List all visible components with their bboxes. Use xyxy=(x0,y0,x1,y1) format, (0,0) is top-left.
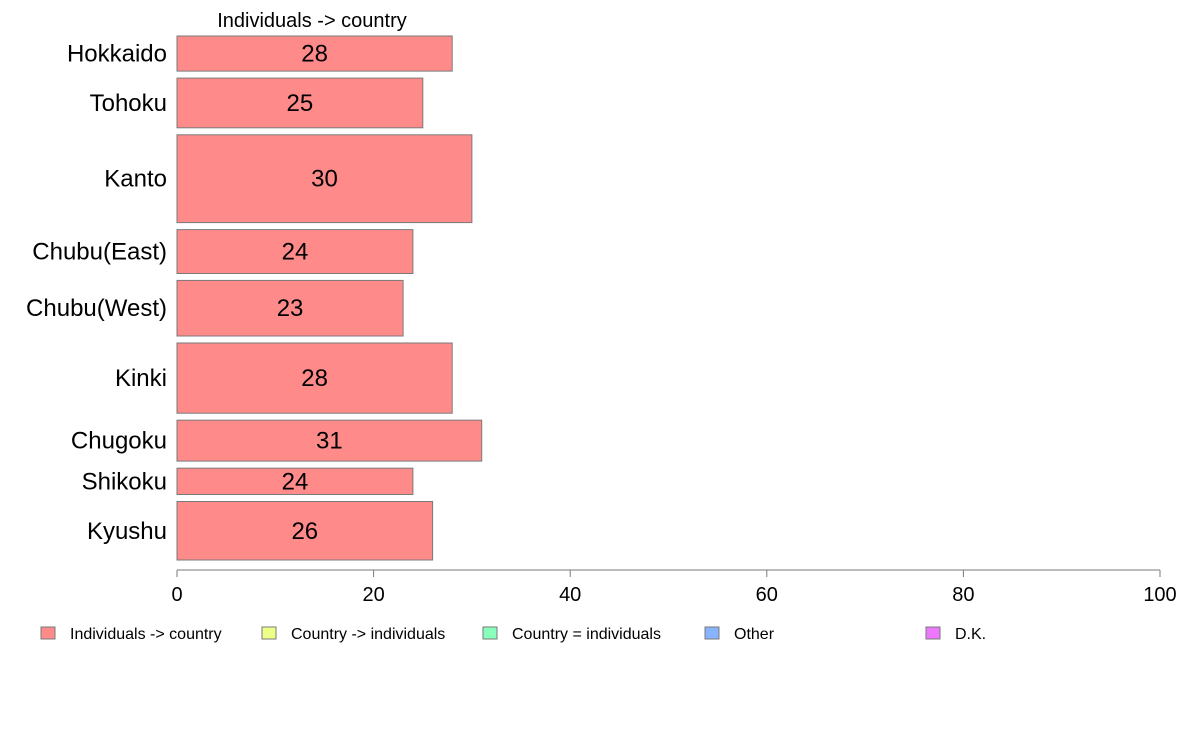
bar-value-label: 24 xyxy=(282,468,309,495)
bar-value-label: 26 xyxy=(291,518,318,545)
bar-value-label: 28 xyxy=(301,41,328,68)
bar-value-label: 31 xyxy=(316,428,343,455)
category-label: Kyushu xyxy=(87,518,167,545)
legend-label: Other xyxy=(734,626,775,643)
legend-label: D.K. xyxy=(955,626,986,643)
bar-shikoku xyxy=(176,467,414,496)
series-header: Individuals -> country xyxy=(217,10,407,32)
x-tick-label: 20 xyxy=(362,584,384,606)
bar-hokkaido xyxy=(176,35,453,72)
x-tick-label: 40 xyxy=(559,584,581,606)
legend-label: Country -> individuals xyxy=(291,626,445,643)
legend-swatch xyxy=(704,626,720,640)
bar-value-label: 28 xyxy=(301,365,328,392)
bar-chugoku xyxy=(176,419,483,462)
bar-kinki xyxy=(176,342,453,414)
category-label: Chugoku xyxy=(71,428,167,455)
bars-group: 28 Hokkaido 25 Tohoku 30 Kanto 24 Chubu(East) 23… xyxy=(26,35,483,561)
legend-label: Country = individuals xyxy=(512,626,661,643)
bar-value-label: 30 xyxy=(311,166,338,193)
category-label: Tohoku xyxy=(90,90,167,117)
x-tick-label: 80 xyxy=(952,584,974,606)
bar-chubu-west- xyxy=(176,279,404,337)
bar-value-label: 23 xyxy=(277,295,304,322)
category-label: Kanto xyxy=(104,166,167,193)
x-tick-label: 100 xyxy=(1143,584,1176,606)
legend-swatch xyxy=(925,626,941,640)
category-label: Shikoku xyxy=(82,468,167,495)
legend-swatch xyxy=(40,626,56,640)
bar-kyushu xyxy=(176,501,434,561)
category-label: Chubu(East) xyxy=(32,239,167,266)
x-tick-label: 0 xyxy=(171,584,182,606)
bar-chubu-east- xyxy=(176,229,414,275)
legend: Individuals -> country Country -> individ… xyxy=(40,626,986,643)
x-tick-label: 60 xyxy=(756,584,778,606)
category-label: Chubu(West) xyxy=(26,295,167,322)
bar-value-label: 25 xyxy=(287,90,314,117)
x-axis: 0 20 40 60 80 100 xyxy=(171,569,1177,606)
bar-kanto xyxy=(176,134,473,224)
category-label: Kinki xyxy=(115,365,167,392)
legend-swatch xyxy=(482,626,498,640)
category-label: Hokkaido xyxy=(67,41,167,68)
bar-value-label: 24 xyxy=(282,239,309,266)
legend-label: Individuals -> country xyxy=(70,626,222,643)
legend-swatch xyxy=(261,626,277,640)
bar-tohoku xyxy=(176,77,424,129)
